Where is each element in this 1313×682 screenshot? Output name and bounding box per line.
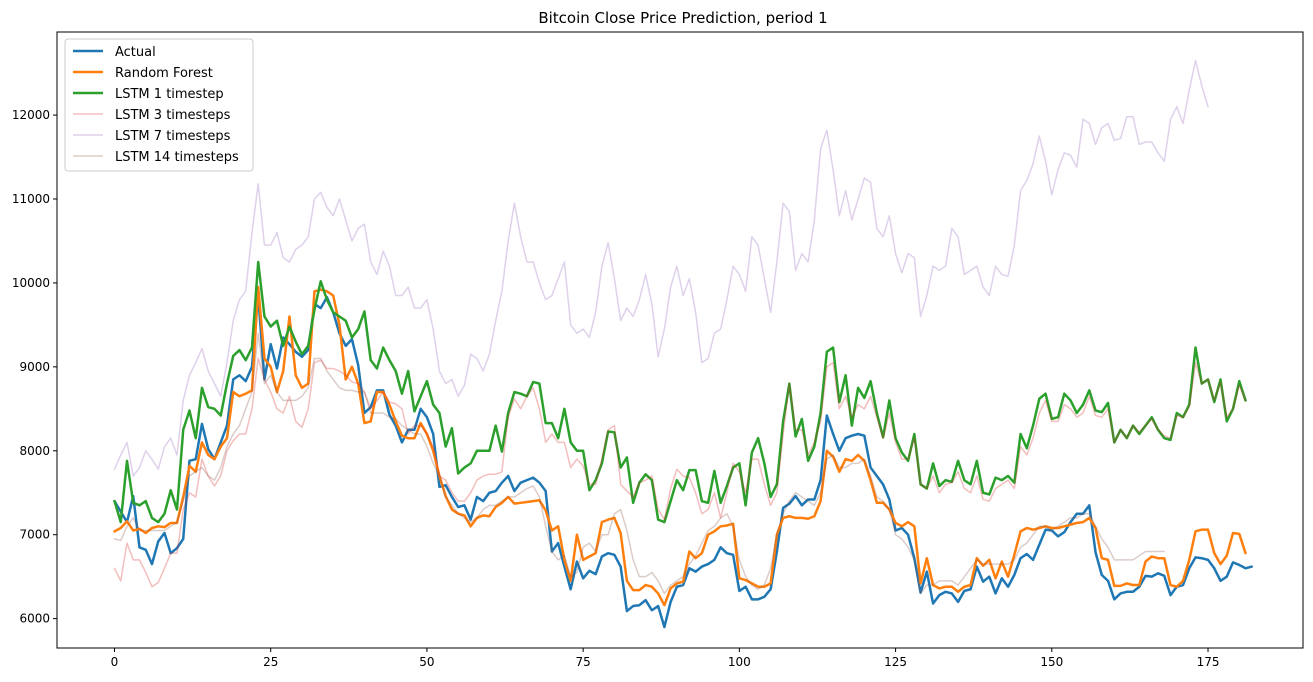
x-tick-label: 0	[111, 655, 119, 669]
x-tick-label: 25	[263, 655, 278, 669]
y-tick-label: 9000	[19, 360, 50, 374]
y-tick-label: 7000	[19, 528, 50, 542]
series-line-random-forest	[113, 285, 1247, 607]
series-line-lstm-1-timestep	[113, 260, 1247, 524]
chart-title: Bitcoin Close Price Prediction, period 1	[538, 9, 827, 27]
y-tick-label: 11000	[12, 192, 50, 206]
legend-label: LSTM 3 timesteps	[115, 108, 231, 123]
legend-label: LSTM 1 timestep	[115, 87, 224, 102]
x-tick-label: 175	[1197, 655, 1220, 669]
y-tick-label: 8000	[19, 444, 50, 458]
legend-box	[64, 38, 254, 172]
y-tick-label: 12000	[12, 108, 50, 122]
y-tick-label: 6000	[19, 612, 50, 626]
y-tick-label: 10000	[12, 276, 50, 290]
legend-label: LSTM 7 timesteps	[115, 129, 231, 144]
x-tick-label: 100	[728, 655, 751, 669]
x-tick-label: 75	[576, 655, 591, 669]
series-line-lstm-3-timesteps	[113, 357, 1247, 588]
x-tick-label: 125	[884, 655, 907, 669]
x-tick-label: 50	[419, 655, 434, 669]
legend-label: LSTM 14 timesteps	[115, 150, 239, 165]
legend: Actual Random Forest LSTM 1 timestep LSTM 3…	[64, 38, 254, 172]
legend-label: Actual	[115, 45, 156, 60]
legend-label: Random Forest	[115, 66, 213, 81]
series-line-lstm-7-timesteps	[113, 59, 1209, 477]
series-line-lstm-14-timesteps	[113, 332, 1166, 595]
series-lines	[113, 59, 1254, 629]
plot-area	[113, 59, 1254, 629]
x-tick-label: 150	[1040, 655, 1063, 669]
axes-frame	[56, 31, 1304, 649]
axes: 0 25 50 75 100 125 150 175 6000 7000 8000 9000 10000…	[12, 31, 1304, 669]
